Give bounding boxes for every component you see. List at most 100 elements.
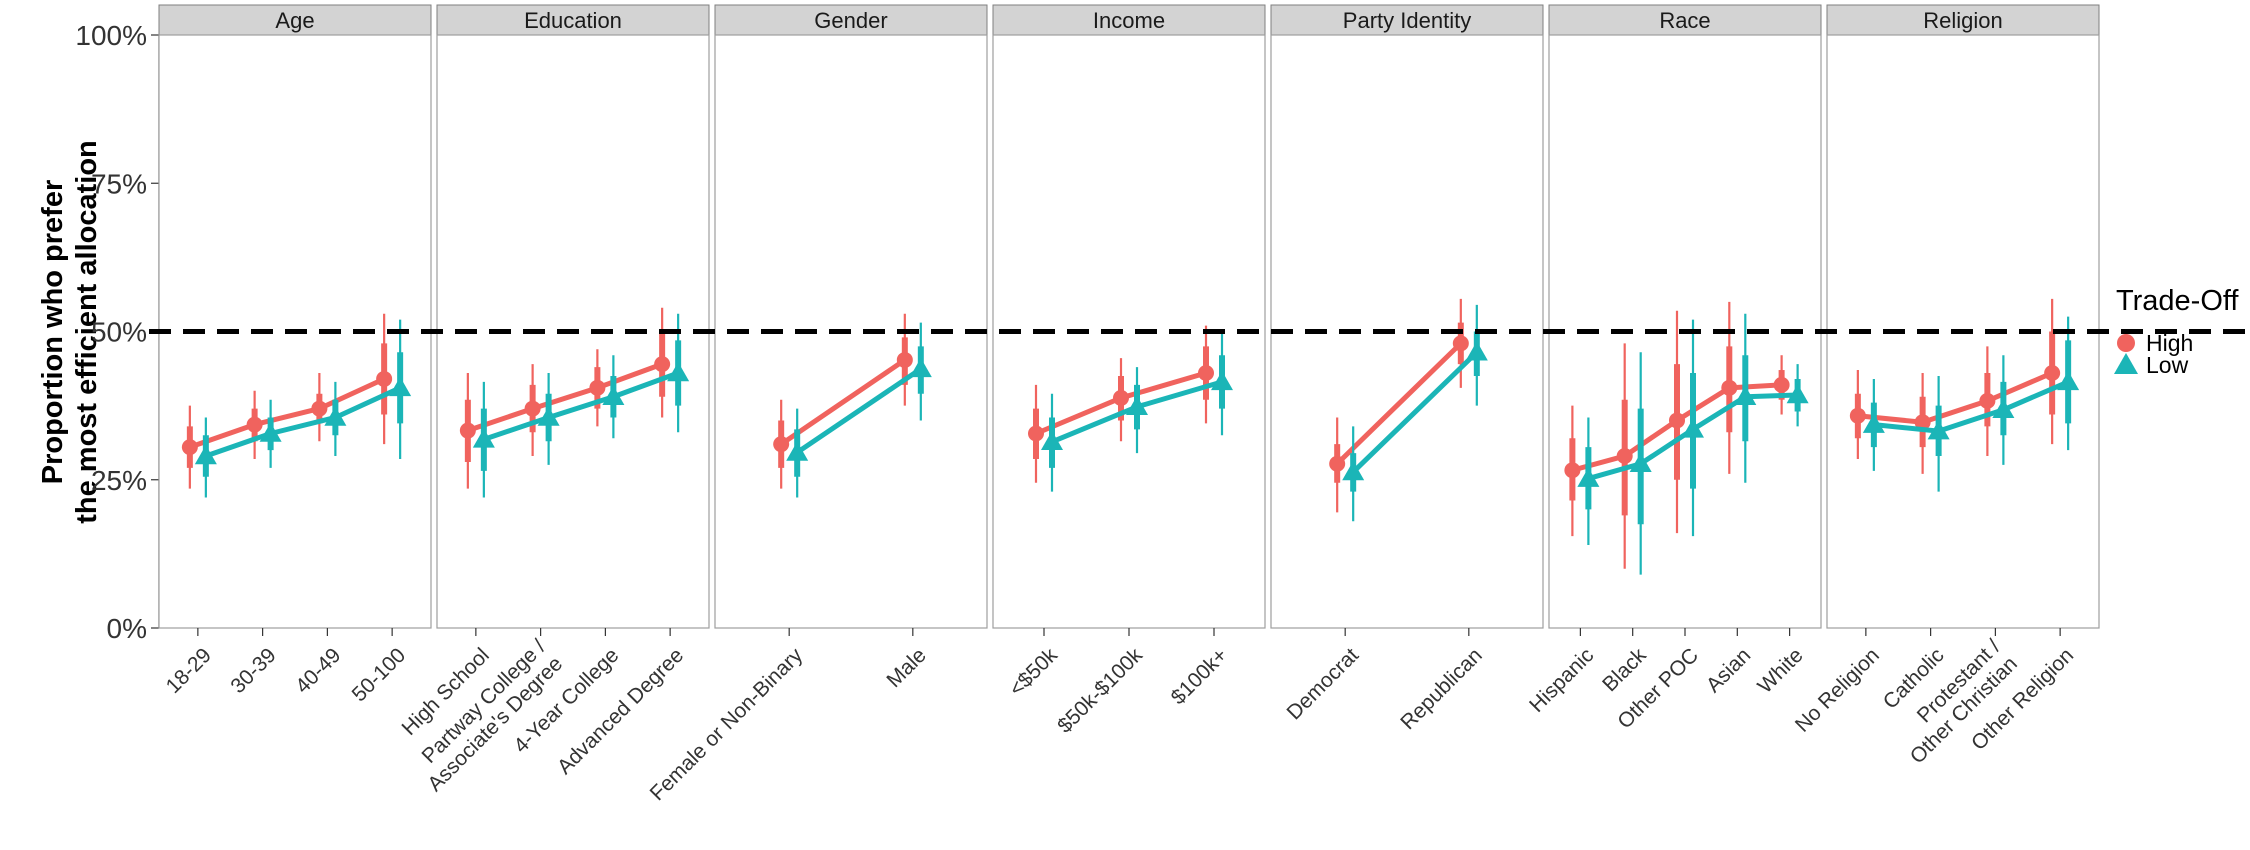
data-point-circle (311, 400, 328, 417)
facet-strip-label: Gender (814, 8, 887, 33)
x-tick-label: Asian (1702, 644, 1755, 697)
data-point-circle (1113, 389, 1129, 406)
y-tick-label: 0% (107, 613, 147, 644)
facet-strip (1826, 4, 2100, 36)
y-tick-label: 50% (91, 317, 147, 348)
facet-strip-label: Income (1093, 8, 1165, 33)
x-tick-label: Republican (1396, 644, 1487, 735)
data-point-triangle (324, 406, 347, 426)
series-line (1857, 370, 2054, 425)
data-point-triangle (1342, 461, 1365, 481)
data-point-triangle (786, 441, 809, 461)
data-point-circle (1669, 412, 1685, 429)
x-tick-label: 30-39 (226, 644, 280, 698)
data-point-triangle (1862, 413, 1885, 433)
data-point-circle (1773, 376, 1790, 393)
x-tick-label: Protestant /Other Christian (1889, 635, 2022, 768)
facet-strip-label: Religion (1923, 8, 2003, 33)
series-high (1564, 301, 1790, 569)
facet-strip-label: Race (1659, 8, 1710, 33)
data-point-circle (896, 351, 913, 368)
legend-label: High (2146, 330, 2193, 356)
x-tick-label: $100k+ (1167, 644, 1232, 709)
facet-strip-label: Education (524, 8, 622, 33)
data-point-triangle (389, 376, 412, 397)
data-point-circle (1849, 407, 1866, 424)
x-tick-label: <$50k (1005, 643, 1062, 700)
data-point-circle (1452, 335, 1469, 352)
facet-strip (158, 4, 432, 36)
series-line (795, 366, 923, 455)
facet-panel-party-identity: Party Identity Democrat Republican (1270, 4, 1544, 735)
legend-key-circle (2117, 334, 2135, 352)
data-point-circle (1721, 379, 1738, 396)
data-point-triangle (909, 357, 932, 378)
data-point-circle (181, 439, 198, 456)
y-axis-label: Proportion who preferthe most efficient … (37, 140, 103, 524)
legend-title: Trade-Off (2116, 285, 2239, 317)
data-point-triangle (1629, 452, 1652, 472)
y-tick-label: 75% (91, 168, 147, 199)
legend-entry-low: Low (2114, 352, 2189, 378)
series-low (1041, 331, 1233, 492)
legend-entry-high: High (2117, 330, 2193, 356)
data-point-triangle (1126, 395, 1148, 416)
data-point-triangle (1041, 430, 1063, 451)
series-line (779, 357, 907, 447)
series-line (1351, 350, 1479, 474)
data-point-circle (459, 422, 476, 439)
x-tick-label: 50-100 (348, 644, 411, 707)
series-low (1342, 304, 1488, 522)
x-tick-label: White (1753, 644, 1807, 698)
data-point-circle (1564, 462, 1581, 479)
x-tick-label: Advanced Degree (553, 644, 688, 779)
data-point-triangle (1786, 383, 1809, 404)
data-point-triangle (1734, 385, 1757, 405)
data-point-triangle (1927, 420, 1950, 440)
data-point-triangle (602, 385, 625, 405)
series-line (205, 385, 402, 459)
legend-label: Low (2146, 352, 2189, 378)
series-line (1873, 379, 2070, 434)
legend-key-triangle (2114, 353, 2138, 374)
data-point-triangle (1577, 467, 1600, 487)
data-point-triangle (1211, 370, 1233, 391)
data-point-circle (1198, 365, 1214, 382)
data-point-circle (1616, 448, 1633, 465)
data-point-triangle (2057, 370, 2080, 391)
series-high (459, 307, 671, 489)
facet-strip (714, 4, 988, 36)
x-tick-label: Hispanic (1525, 644, 1598, 717)
data-point-circle (654, 356, 671, 373)
data-point-circle (589, 379, 606, 396)
data-point-circle (376, 370, 393, 387)
x-tick-label: $50k-$100k (1053, 643, 1147, 737)
facet-panel-age: Age 18-29 30-39 40-49 50-100 (158, 4, 432, 707)
series-low (472, 313, 690, 498)
y-tick-label: 25% (91, 465, 147, 496)
data-point-triangle (537, 406, 560, 426)
data-point-circle (1979, 392, 1996, 409)
series-high (773, 313, 913, 489)
data-point-circle (246, 416, 263, 433)
data-point-triangle (259, 422, 282, 442)
series-high (181, 313, 393, 489)
data-point-triangle (194, 445, 217, 465)
series-low (1862, 316, 2080, 492)
data-point-triangle (1682, 418, 1704, 438)
series-line (1335, 341, 1463, 466)
facet-panel-income: Income <$50k$50k-$100k $100k+ (992, 4, 1266, 738)
facet-strip (1270, 4, 1544, 36)
y-axis: 0% 25% 50% 75% 100% (75, 20, 160, 644)
y-axis-title: Proportion who preferthe most efficient … (37, 140, 103, 524)
series-line (483, 370, 680, 442)
series-line (467, 361, 664, 433)
facet-strip-label: Party Identity (1343, 8, 1471, 33)
data-point-circle (524, 400, 541, 417)
